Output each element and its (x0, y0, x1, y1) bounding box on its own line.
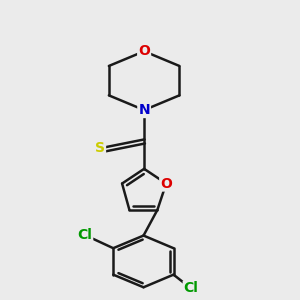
Text: Cl: Cl (184, 281, 199, 296)
Text: N: N (138, 103, 150, 117)
Text: Cl: Cl (77, 228, 92, 242)
Text: O: O (160, 176, 172, 190)
Text: O: O (138, 44, 150, 58)
Text: S: S (95, 141, 105, 155)
